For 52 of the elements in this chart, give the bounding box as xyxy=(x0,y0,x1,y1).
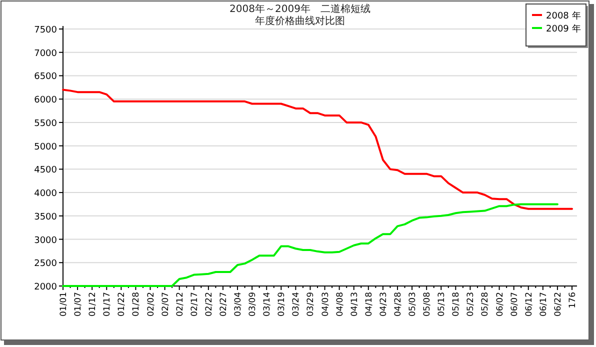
x-tick-label: 05/13 xyxy=(437,292,448,316)
x-tick-label: 05/08 xyxy=(422,292,433,316)
x-tick-label: 06/12 xyxy=(524,292,534,316)
x-tick-label: 01/17 xyxy=(102,292,113,316)
y-tick-label: 7500 xyxy=(34,26,58,36)
x-tick-label: 02/22 xyxy=(204,292,214,316)
y-tick-label: 3500 xyxy=(34,212,58,222)
y-tick-label: 4000 xyxy=(34,189,58,200)
x-tick-label: 02/27 xyxy=(218,292,229,316)
x-tick-label: 04/03 xyxy=(320,292,331,316)
y-tick-label: 6000 xyxy=(34,96,58,106)
x-tick-label: 01/22 xyxy=(117,292,128,316)
legend-label: 2009 年 xyxy=(546,24,581,34)
x-tick-label: 01/01 xyxy=(59,292,69,316)
x-tick-label: 03/24 xyxy=(292,292,302,316)
x-tick-label: 03/29 xyxy=(306,292,316,316)
x-tick-label: 04/23 xyxy=(378,292,389,316)
y-tick-label: 5500 xyxy=(34,118,58,129)
x-tick-label: 03/09 xyxy=(248,292,258,316)
x-tick-label: 04/13 xyxy=(350,292,360,316)
chart-subtitle: 年度价格曲线对比图 xyxy=(255,15,345,27)
x-tick-label: 05/18 xyxy=(452,292,462,316)
x-tick-label: 06/02 xyxy=(495,292,506,316)
x-tick-label: 03/04 xyxy=(234,292,244,316)
y-tick-label: 6500 xyxy=(34,72,58,82)
x-tick-label: 01/12 xyxy=(88,292,98,316)
x-tick-label: 02/12 xyxy=(175,292,186,316)
x-tick-label: 02/17 xyxy=(190,292,200,316)
x-tick-label: 01/28 xyxy=(132,292,142,316)
x-tick-label: 05/23 xyxy=(466,292,476,316)
x-tick-label: 04/18 xyxy=(364,292,374,316)
x-tick-label: 03/14 xyxy=(262,292,273,316)
legend-label: 2008 年 xyxy=(546,10,581,22)
y-tick-label: 4500 xyxy=(34,166,58,176)
x-tick-label: 04/08 xyxy=(335,292,346,316)
x-tick-label: 176 xyxy=(568,292,578,308)
y-tick-label: 5000 xyxy=(34,142,58,152)
x-tick-label: 01/07 xyxy=(74,292,84,316)
x-tick-label: 04/28 xyxy=(393,292,404,316)
x-tick-label: 06/17 xyxy=(538,292,549,316)
y-tick-label: 3000 xyxy=(34,236,58,246)
y-tick-label: 2500 xyxy=(34,259,58,270)
y-tick-label: 2000 xyxy=(34,282,58,292)
y-tick-label: 7000 xyxy=(34,48,58,59)
x-tick-label: 05/28 xyxy=(480,292,491,316)
x-tick-label: 06/07 xyxy=(510,292,520,316)
x-tick-label: 02/02 xyxy=(146,292,156,316)
x-tick-label: 02/07 xyxy=(160,292,171,316)
x-tick-label: 06/22 xyxy=(553,292,564,316)
chart-title: 2008年～2009年 二道棉短绒 xyxy=(230,3,370,15)
x-tick-label: 03/19 xyxy=(277,292,288,316)
x-tick-label: 05/03 xyxy=(408,292,418,316)
